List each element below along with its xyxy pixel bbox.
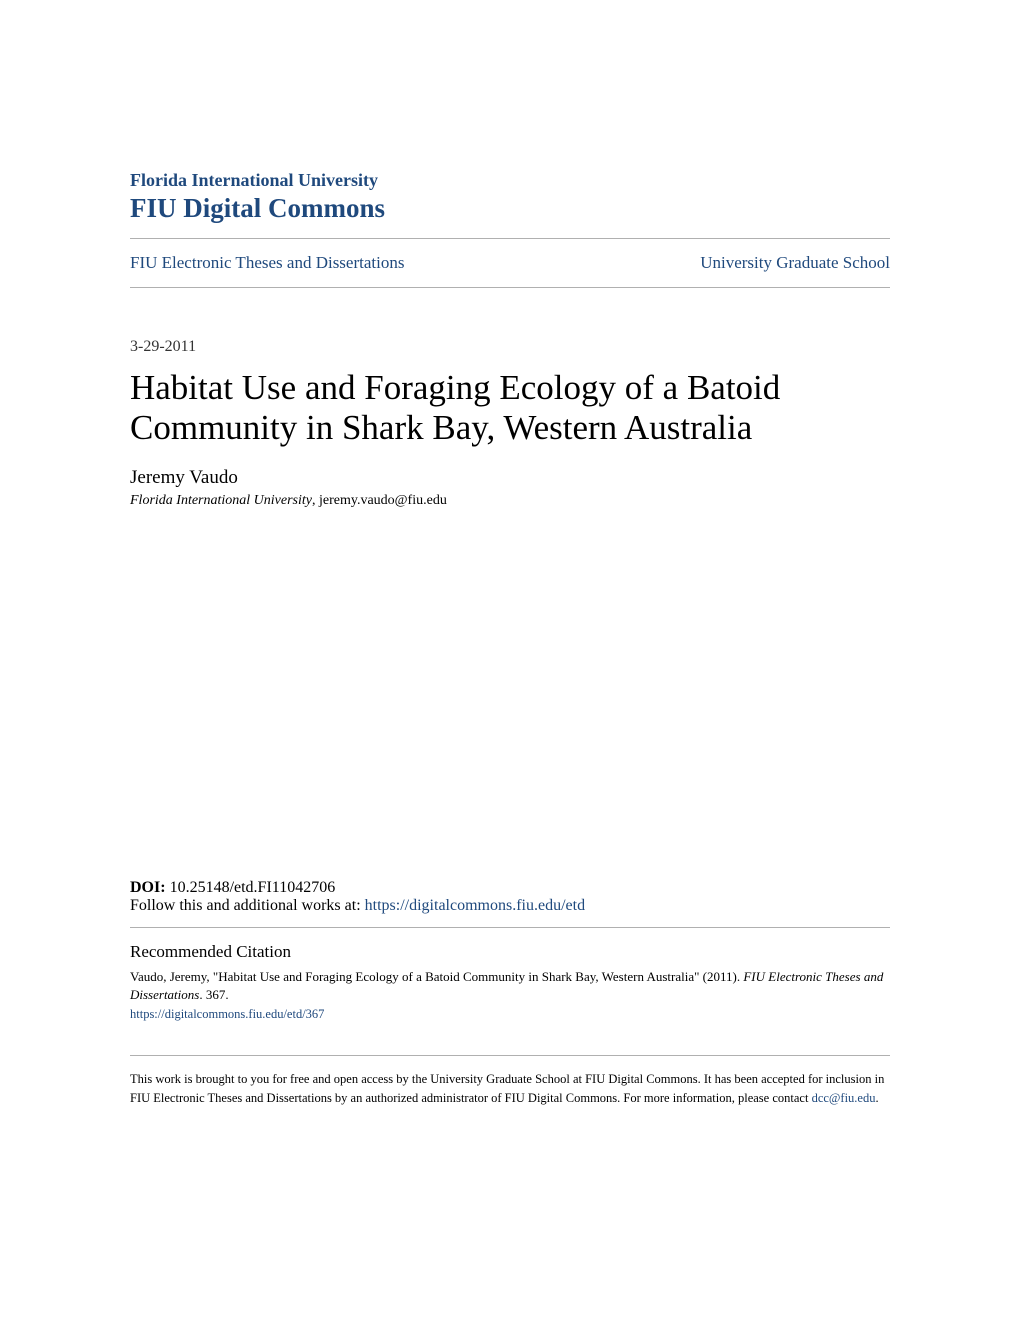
author-name: Jeremy Vaudo — [130, 467, 890, 489]
citation-part1: Vaudo, Jeremy, "Habitat Use and Foraging… — [130, 969, 743, 984]
footer-part1: This work is brought to you for free and… — [130, 1072, 884, 1104]
repository-name[interactable]: FIU Digital Commons — [130, 193, 890, 224]
author-email: , jeremy.vaudo@fiu.edu — [312, 493, 447, 508]
follow-url-link[interactable]: https://digitalcommons.fiu.edu/etd — [365, 897, 585, 914]
doi-value: 10.25148/etd.FI11042706 — [170, 879, 336, 896]
author-affiliation: Florida International University — [130, 493, 312, 508]
institution-name: Florida International University — [130, 170, 890, 191]
follow-line: Follow this and additional works at: htt… — [130, 897, 890, 915]
footer-divider — [130, 1055, 890, 1056]
citation-url-link[interactable]: https://digitalcommons.fiu.edu/etd/367 — [130, 1006, 890, 1024]
nav-right-link[interactable]: University Graduate School — [700, 253, 890, 273]
doi-label: DOI: — [130, 879, 170, 896]
header-divider-bottom — [130, 287, 890, 288]
doi-section: DOI: 10.25148/etd.FI11042706 Follow this… — [130, 879, 890, 915]
footer-contact-link[interactable]: dcc@fiu.edu — [812, 1091, 876, 1105]
citation-divider — [130, 927, 890, 928]
citation-text: Vaudo, Jeremy, "Habitat Use and Foraging… — [130, 968, 890, 1024]
citation-part2: . 367. — [199, 987, 228, 1002]
nav-left-link[interactable]: FIU Electronic Theses and Dissertations — [130, 253, 404, 273]
doi-line: DOI: 10.25148/etd.FI11042706 — [130, 879, 890, 897]
author-affiliation-line: Florida International University, jeremy… — [130, 493, 890, 509]
paper-title: Habitat Use and Foraging Ecology of a Ba… — [130, 368, 890, 449]
nav-row: FIU Electronic Theses and Dissertations … — [130, 239, 890, 287]
footer-text: This work is brought to you for free and… — [130, 1070, 890, 1106]
recommended-citation-heading: Recommended Citation — [130, 942, 890, 962]
follow-text: Follow this and additional works at: — [130, 897, 365, 914]
footer-part2: . — [875, 1091, 878, 1105]
publication-date: 3-29-2011 — [130, 338, 890, 356]
